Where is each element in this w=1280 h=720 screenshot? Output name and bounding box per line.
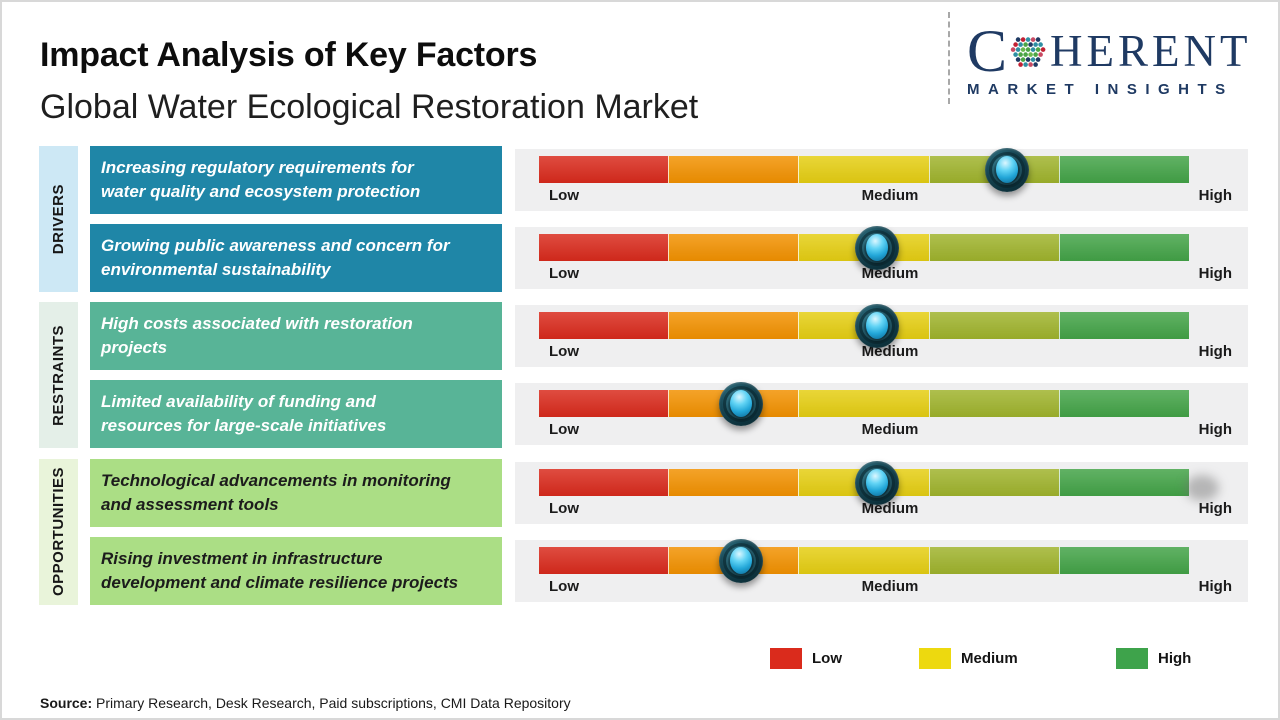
bar-shadow-artifact xyxy=(1185,475,1219,501)
brand-letters-herent: HERENT xyxy=(1050,26,1252,76)
scale-segment-low-mid xyxy=(668,469,799,496)
factor-text: Limited availability of funding and reso… xyxy=(101,392,387,435)
scale-segment-high xyxy=(1058,234,1190,261)
impact-marker xyxy=(985,147,1029,192)
source-note: Source: Primary Research, Desk Research,… xyxy=(40,695,571,711)
impact-scale-panel: Low Medium High xyxy=(515,303,1248,367)
source-label: Source: xyxy=(40,695,93,711)
impact-scale-panel: Low Medium High xyxy=(515,147,1248,211)
scale-segment-low-mid xyxy=(668,234,799,261)
scale-segment-mid-high xyxy=(928,234,1059,261)
factor-text: Technological advancements in monitoring… xyxy=(101,471,451,514)
scale-segment-low xyxy=(539,312,669,339)
impact-scale-panel: Low Medium High xyxy=(515,381,1248,445)
scale-segment-high xyxy=(1058,312,1190,339)
impact-scale-bar xyxy=(539,390,1190,417)
impact-scale-bar xyxy=(539,547,1190,574)
legend-swatch-high xyxy=(1116,648,1148,669)
scale-segment-medium xyxy=(798,390,929,417)
dotted-globe-icon xyxy=(1010,36,1046,67)
impact-scale-panel: Low Medium High xyxy=(515,538,1248,602)
legend-label: Low xyxy=(812,650,842,667)
impact-marker xyxy=(855,225,899,270)
impact-marker xyxy=(718,381,763,426)
impact-marker xyxy=(855,303,899,348)
factor-card: High costs associated with restoration p… xyxy=(90,302,502,370)
scale-label-medium: Medium xyxy=(861,343,919,360)
category-label: OPPORTUNITIES xyxy=(50,467,67,597)
legend-swatch-medium xyxy=(919,648,951,669)
scale-label-medium: Medium xyxy=(861,187,919,204)
scale-label-low: Low xyxy=(549,421,579,438)
brand-logo-wordmark: C HERENT xyxy=(967,18,1263,84)
scale-label-low: Low xyxy=(549,187,579,204)
legend-label: Medium xyxy=(961,650,1018,667)
scale-label-high: High xyxy=(1198,187,1232,204)
factor-text: Increasing regulatory requirements for w… xyxy=(101,158,421,201)
impact-marker xyxy=(855,460,899,505)
legend-item-low: Low xyxy=(770,648,842,669)
factor-card: Limited availability of funding and reso… xyxy=(90,380,502,448)
legend-label: High xyxy=(1158,650,1192,667)
scale-segment-low xyxy=(539,469,669,496)
brand-logo: C HERENT MARKET INSIGHTS xyxy=(967,18,1263,98)
page-title: Impact Analysis of Key Factors xyxy=(40,36,538,74)
factor-card: Growing public awareness and concern for… xyxy=(90,224,502,292)
brand-letter-c: C xyxy=(967,18,1008,84)
page-subtitle: Global Water Ecological Restoration Mark… xyxy=(40,88,699,126)
brand-tagline: MARKET INSIGHTS xyxy=(967,81,1234,98)
scale-segment-high xyxy=(1058,469,1190,496)
scale-segment-low-mid xyxy=(668,156,799,183)
factor-card: Technological advancements in monitoring… xyxy=(90,459,502,527)
scale-segment-mid-high xyxy=(928,547,1059,574)
scale-segment-high xyxy=(1058,547,1190,574)
source-text: Primary Research, Desk Research, Paid su… xyxy=(92,695,571,711)
factor-text: Rising investment in infrastructure deve… xyxy=(101,549,459,592)
scale-segment-low xyxy=(539,234,669,261)
scale-label-low: Low xyxy=(549,500,579,517)
scale-segment-low xyxy=(539,156,669,183)
category-restraints: RESTRAINTS xyxy=(39,302,78,448)
impact-marker xyxy=(718,538,763,583)
scale-label-low: Low xyxy=(549,578,579,595)
scale-label-medium: Medium xyxy=(861,421,919,438)
scale-segment-high xyxy=(1058,390,1190,417)
scale-label-high: High xyxy=(1198,421,1232,438)
legend-item-medium: Medium xyxy=(919,648,1018,669)
category-drivers: DRIVERS xyxy=(39,146,78,292)
impact-scale-bar xyxy=(539,156,1190,183)
scale-label-high: High xyxy=(1198,578,1232,595)
scale-segment-mid-high xyxy=(928,312,1059,339)
legend-swatch-low xyxy=(770,648,802,669)
impact-scale-panel: Low Medium High xyxy=(515,225,1248,289)
category-label: RESTRAINTS xyxy=(50,324,67,426)
category-label: DRIVERS xyxy=(50,183,67,255)
scale-label-high: High xyxy=(1198,500,1232,517)
scale-label-medium: Medium xyxy=(861,500,919,517)
scale-label-medium: Medium xyxy=(861,578,919,595)
scale-segment-medium xyxy=(798,547,929,574)
scale-label-low: Low xyxy=(549,265,579,282)
scale-label-low: Low xyxy=(549,343,579,360)
scale-label-medium: Medium xyxy=(861,265,919,282)
scale-segment-mid-high xyxy=(928,390,1059,417)
scale-segment-mid-high xyxy=(928,469,1059,496)
scale-label-high: High xyxy=(1198,343,1232,360)
scale-segment-high xyxy=(1058,156,1190,183)
scale-segment-medium xyxy=(798,156,929,183)
scale-segment-low xyxy=(539,547,669,574)
impact-scale-bar xyxy=(539,469,1190,496)
factor-card: Rising investment in infrastructure deve… xyxy=(90,537,502,605)
impact-scale-panel: Low Medium High xyxy=(515,460,1248,524)
factor-text: Growing public awareness and concern for… xyxy=(101,236,450,279)
factor-text: High costs associated with restoration p… xyxy=(101,314,413,357)
factor-card: Increasing regulatory requirements for w… xyxy=(90,146,502,214)
scale-segment-low xyxy=(539,390,669,417)
scale-segment-low-mid xyxy=(668,312,799,339)
category-opportunities: OPPORTUNITIES xyxy=(39,459,78,605)
legend-item-high: High xyxy=(1116,648,1191,669)
logo-divider xyxy=(948,12,950,104)
scale-label-high: High xyxy=(1198,265,1232,282)
